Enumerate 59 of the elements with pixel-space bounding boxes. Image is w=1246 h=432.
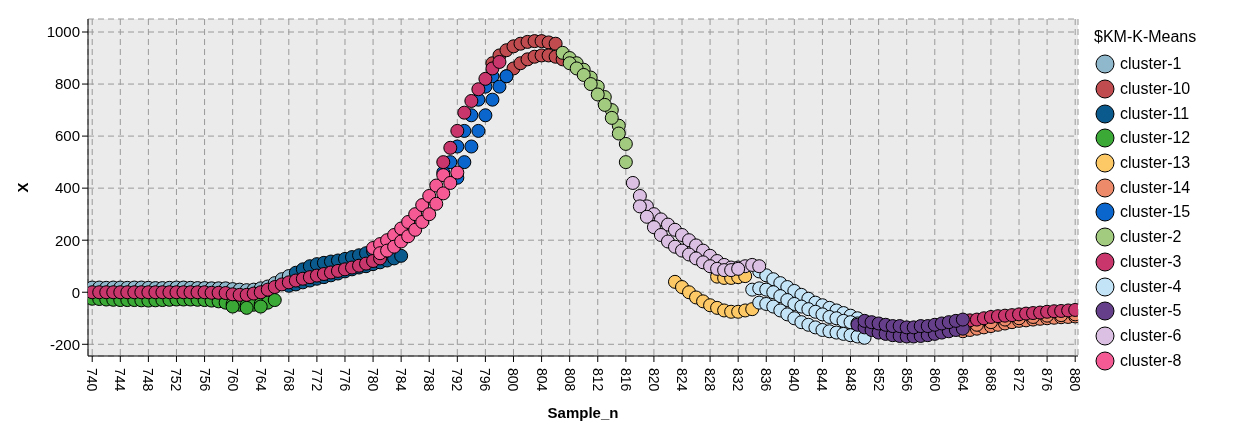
x-tick-label: 816 [617,368,634,392]
legend-label: cluster-10 [1120,80,1191,99]
legend-label: cluster-6 [1120,326,1182,345]
x-tick-label: 872 [1011,368,1028,392]
x-tick-label: 808 [561,368,578,392]
x-tick-label: 824 [674,368,690,392]
x-tick-label: 744 [112,368,129,392]
legend-label: cluster-4 [1120,277,1182,296]
y-tick-label: 1000 [46,23,80,41]
y-tick-label: 200 [54,231,80,249]
x-tick-label: 848 [842,368,859,392]
x-tick-label: 796 [477,368,494,392]
legend-title: $KM-K-Means [1094,28,1198,46]
x-tick-label: 760 [224,368,241,392]
y-tick-label: -200 [49,335,80,353]
x-tick-label: 860 [926,368,943,392]
y-axis-title: X [14,182,32,193]
legend-label: cluster-8 [1120,351,1182,370]
y-tick-label: 400 [54,179,80,197]
legend-label: cluster-2 [1120,228,1182,247]
x-tick-label: 776 [336,368,353,392]
x-tick-label: 780 [365,368,382,392]
x-tick-label: 864 [954,368,971,392]
x-tick-label: 788 [421,368,438,392]
x-tick-label: 768 [280,368,297,392]
y-tick-label: 600 [54,127,80,145]
x-tick-label: 764 [252,368,269,392]
legend-label: cluster-15 [1120,203,1191,222]
x-tick-label: 852 [870,368,887,392]
x-tick-label: 844 [814,368,831,392]
y-tick-label: 0 [71,283,80,301]
legend-label: cluster-12 [1120,129,1191,148]
x-tick-label: 832 [730,368,747,392]
x-tick-label: 756 [196,368,213,392]
x-tick-label: 784 [393,368,410,392]
legend-label: cluster-11 [1120,104,1190,123]
x-tick-label: 840 [786,368,803,392]
x-axis-title: Sample_n [547,404,619,421]
x-tick-label: 812 [589,368,606,392]
x-tick-label: 800 [505,368,522,392]
x-tick-label: 880 [1067,368,1084,392]
x-tick-label: 836 [758,368,775,392]
legend-label: cluster-13 [1120,154,1191,173]
x-tick-label: 820 [645,368,662,392]
legend-label: cluster-3 [1120,252,1182,271]
x-tick-label: 748 [140,368,157,392]
x-tick-label: 856 [898,368,915,392]
x-tick-label: 868 [982,368,999,392]
x-tick-label: 792 [449,368,466,392]
x-tick-label: 876 [1039,368,1056,392]
x-tick-label: 804 [533,368,550,392]
legend-label: cluster-5 [1120,302,1182,321]
x-tick-label: 772 [308,368,325,392]
y-tick-label: 800 [54,75,80,93]
legend-label: cluster-1 [1120,55,1182,74]
x-tick-label: 740 [84,368,101,392]
x-tick-label: 752 [168,368,185,392]
legend-label: cluster-14 [1120,178,1191,197]
x-tick-label: 828 [702,368,719,392]
